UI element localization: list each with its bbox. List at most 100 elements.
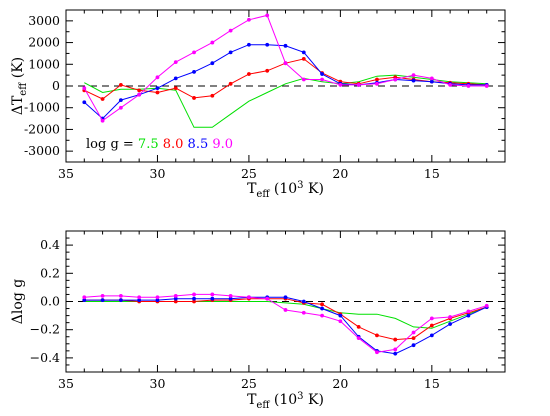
data-point-8.5 <box>118 98 123 103</box>
data-point-9.0 <box>118 293 123 298</box>
data-point-9.0 <box>466 84 471 88</box>
data-point-8.5 <box>228 50 233 55</box>
data-point-9.0 <box>466 309 471 314</box>
data-point-8.5 <box>429 333 434 338</box>
data-point-8.0 <box>375 77 379 82</box>
data-point-8.0 <box>247 72 251 76</box>
data-point-9.0 <box>338 83 343 87</box>
data-point-9.0 <box>100 118 105 123</box>
panel-delta-logg: 35 30 25 20 15 −0.4 −0.2 0.0 0.2 0.4 Teff (103 K) Δ… <box>10 230 506 411</box>
data-point-8.0 <box>375 333 379 338</box>
data-point-8.5 <box>155 298 160 302</box>
data-point-8.0 <box>429 323 434 328</box>
legend-item-7.5: 7.5 <box>138 137 159 152</box>
data-point-9.0 <box>411 73 416 78</box>
data-point-9.0 <box>375 350 379 355</box>
data-point-9.0 <box>448 83 453 87</box>
data-point-8.0 <box>301 56 306 61</box>
series-line-8.5 <box>83 44 487 120</box>
data-point-9.0 <box>301 310 306 315</box>
data-point-9.0 <box>247 295 251 300</box>
x-tick-label: 20 <box>332 166 348 181</box>
data-point-8.5 <box>320 306 324 311</box>
data-point-8.5 <box>82 100 87 105</box>
data-point-8.5 <box>320 72 324 76</box>
data-point-9.0 <box>173 60 178 65</box>
data-point-8.0 <box>192 96 196 100</box>
data-point-8.5 <box>466 313 471 318</box>
y-tick-label: 1000 <box>28 56 60 71</box>
data-point-8.5 <box>411 343 416 348</box>
data-point-8.5 <box>210 296 215 301</box>
data-point-9.0 <box>192 50 196 55</box>
data-point-9.0 <box>356 336 361 341</box>
data-point-9.0 <box>265 296 270 301</box>
x-tick-label: 30 <box>150 166 166 181</box>
legend-item-9.0: 9.0 <box>208 137 233 152</box>
y-tick-label: -1000 <box>24 100 60 115</box>
data-point-9.0 <box>118 105 123 110</box>
y-tick-label: 0.0 <box>40 294 60 309</box>
data-point-9.0 <box>484 84 489 88</box>
legend-prefix: log g = <box>86 137 138 152</box>
data-point-9.0 <box>155 75 160 80</box>
data-point-9.0 <box>82 295 87 300</box>
data-point-9.0 <box>100 293 105 298</box>
data-point-8.0 <box>411 336 416 341</box>
y-tick-label: -3000 <box>24 143 60 158</box>
data-point-8.0 <box>356 324 361 329</box>
data-point-8.5 <box>137 298 142 302</box>
data-point-8.0 <box>173 86 178 91</box>
data-point-8.0 <box>155 90 160 95</box>
data-point-9.0 <box>137 92 142 97</box>
data-point-9.0 <box>82 86 87 91</box>
data-point-9.0 <box>155 295 160 300</box>
y-tick-label: −0.4 <box>30 350 60 365</box>
data-point-9.0 <box>356 83 361 87</box>
y-tick-label: 0.4 <box>40 237 60 252</box>
legend: log g = 7.5 8.0 8.5 9.0 <box>86 137 233 152</box>
data-point-8.5 <box>338 313 343 318</box>
data-point-9.0 <box>429 76 434 81</box>
x-axis-label: Teff (103 K) <box>247 180 324 200</box>
y-tick-label: −0.2 <box>30 322 60 337</box>
data-point-9.0 <box>411 330 416 335</box>
data-point-9.0 <box>247 17 251 22</box>
x-tick-label: 35 <box>58 376 74 391</box>
data-point-8.5 <box>192 69 196 74</box>
x-tick-label: 20 <box>332 376 348 391</box>
data-point-8.5 <box>301 299 306 304</box>
data-point-8.0 <box>137 88 142 93</box>
series-line-8.5 <box>84 296 487 355</box>
data-point-9.0 <box>210 40 215 45</box>
data-point-8.5 <box>301 50 306 55</box>
data-point-8.5 <box>228 296 233 301</box>
data-point-9.0 <box>210 292 215 297</box>
data-point-8.5 <box>210 61 215 66</box>
series-line-7.5 <box>84 74 487 128</box>
data-point-8.0 <box>192 299 196 304</box>
data-point-8.5 <box>192 296 196 301</box>
x-tick-label: 25 <box>241 166 257 181</box>
data-point-8.0 <box>393 337 398 342</box>
data-point-8.0 <box>210 93 215 98</box>
series-line-9.0 <box>83 14 487 122</box>
x-tick-label: 15 <box>424 376 440 391</box>
data-point-8.0 <box>100 97 105 101</box>
data-point-8.0 <box>265 68 270 73</box>
data-point-9.0 <box>375 81 379 86</box>
data-point-9.0 <box>320 77 324 82</box>
data-point-8.5 <box>429 79 434 84</box>
legend-item-8.5: 8.5 <box>183 137 208 152</box>
x-tick-label: 25 <box>241 376 257 391</box>
data-point-9.0 <box>173 293 178 298</box>
data-point-9.0 <box>228 293 233 298</box>
legend-item-8.0: 8.0 <box>159 137 184 152</box>
data-point-9.0 <box>265 13 270 18</box>
x-tick-label: 15 <box>424 166 440 181</box>
series-line-8.0 <box>84 298 487 341</box>
data-point-8.5 <box>283 43 288 48</box>
x-tick-label: 30 <box>150 376 166 391</box>
data-point-8.5 <box>173 296 178 301</box>
